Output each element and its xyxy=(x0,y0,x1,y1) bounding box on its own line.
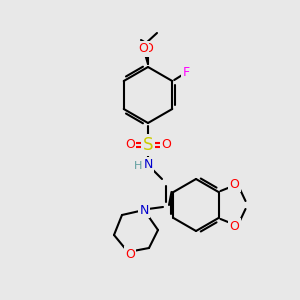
Text: O: O xyxy=(125,139,135,152)
Text: F: F xyxy=(183,67,190,80)
Text: O: O xyxy=(143,43,153,56)
Text: H: H xyxy=(134,161,142,171)
Text: N: N xyxy=(139,203,149,217)
Text: N: N xyxy=(139,203,149,217)
Text: N: N xyxy=(143,158,153,172)
Text: O: O xyxy=(230,220,239,232)
Text: S: S xyxy=(143,136,153,154)
Text: O: O xyxy=(161,139,171,152)
Text: O: O xyxy=(138,43,148,56)
Text: O: O xyxy=(125,248,135,260)
Text: O: O xyxy=(230,178,239,190)
